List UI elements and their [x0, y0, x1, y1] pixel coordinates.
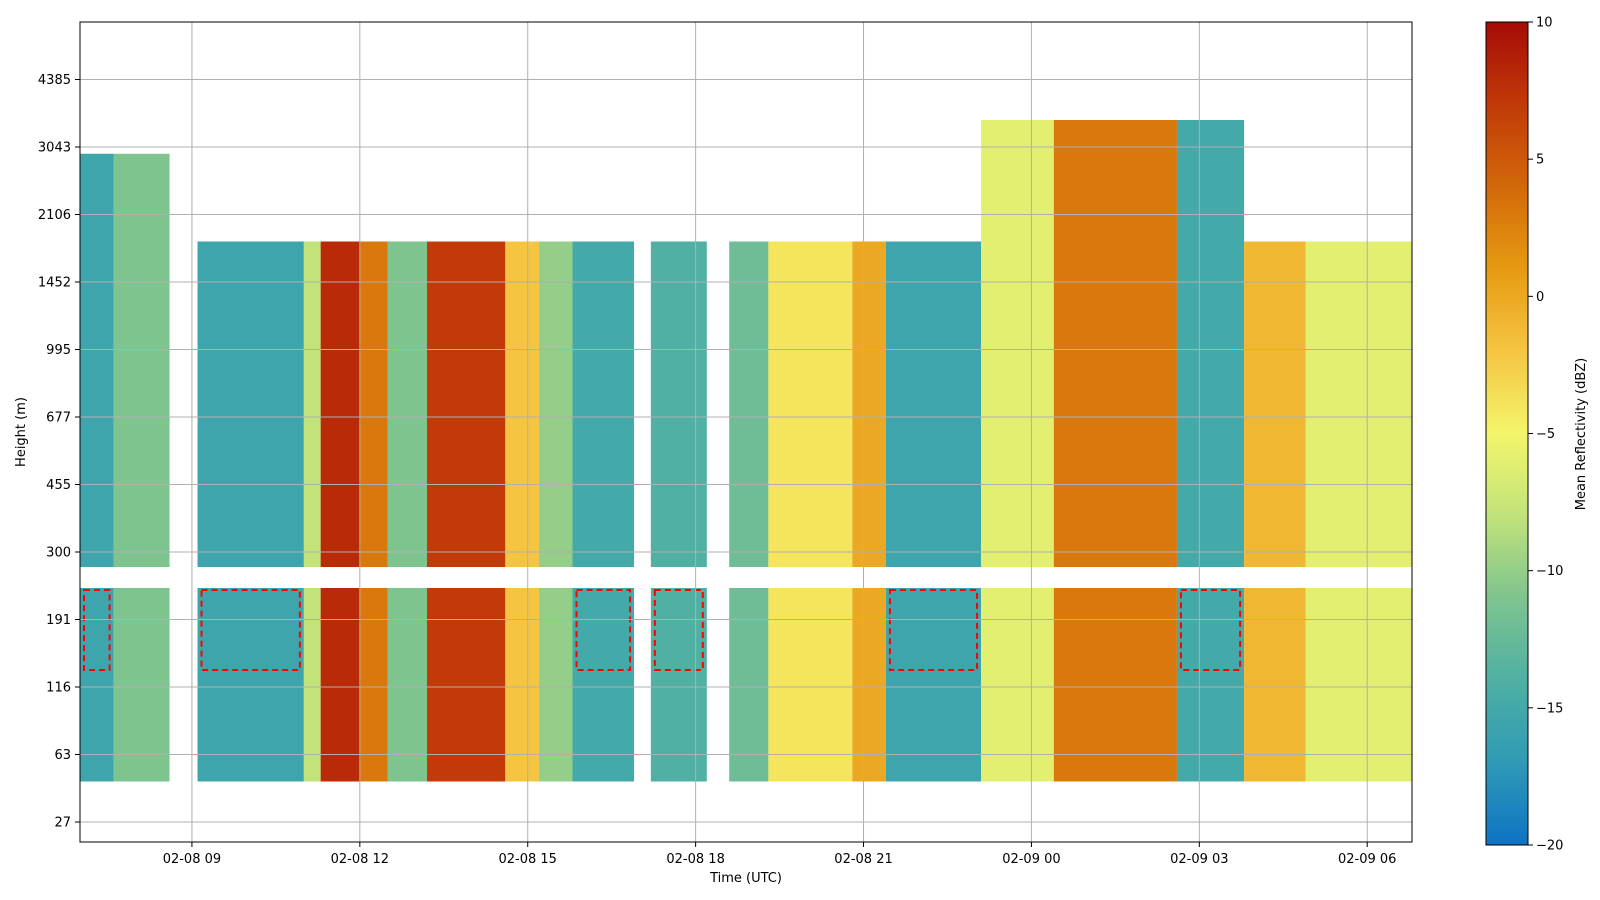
- reflectivity-column: [1176, 120, 1245, 782]
- x-tick-label: 02-08 18: [666, 852, 724, 867]
- y-tick-label: 27: [54, 816, 71, 831]
- contour-line: [888, 589, 979, 671]
- reflectivity-column: [852, 241, 886, 782]
- reflectivity-column: [197, 241, 304, 782]
- reflectivity-column: [650, 241, 707, 782]
- reflectivity-column: [113, 153, 170, 782]
- y-tick-label: 4385: [38, 73, 71, 88]
- y-tick-label: 677: [46, 411, 71, 426]
- reflectivity-column: [1053, 120, 1177, 782]
- colorbar-tick-label: −20: [1536, 839, 1563, 854]
- x-axis-label: Time (UTC): [709, 871, 782, 886]
- reflectivity-column: [426, 241, 506, 782]
- y-tick-label: 455: [46, 478, 71, 493]
- contour-line: [575, 589, 632, 671]
- x-tick-label: 02-08 12: [331, 852, 389, 867]
- reflectivity-column: [505, 241, 539, 782]
- y-tick-label: 1452: [38, 276, 71, 291]
- reflectivity-column: [359, 241, 388, 782]
- reflectivity-column: [981, 120, 1054, 782]
- colorbar-tick-label: −15: [1536, 701, 1563, 716]
- contour-line: [83, 589, 111, 671]
- y-tick-label: 995: [46, 343, 71, 358]
- reflectivity-column: [387, 241, 427, 782]
- contour-lines: [83, 589, 1242, 671]
- y-tick-label: 2106: [38, 208, 71, 223]
- y-axis-label: Height (m): [14, 397, 29, 467]
- reflectivity-column: [768, 241, 853, 782]
- colorbar-tick-label: 10: [1536, 16, 1553, 31]
- x-tick-label: 02-08 09: [163, 852, 221, 867]
- heatmap-plot-area: [80, 22, 1412, 842]
- colorbar-gradient: [1485, 21, 1529, 846]
- colorbar: 10 5 0 −5 −10 −15 −20 Mean Reflectivity (dBZ): [1485, 16, 1589, 854]
- grid-lines: [80, 22, 1412, 842]
- colorbar-tick-label: −5: [1536, 427, 1555, 442]
- colorbar-tick-label: 5: [1536, 153, 1544, 168]
- x-tick-label: 02-08 15: [499, 852, 557, 867]
- reflectivity-column: [885, 241, 982, 782]
- reflectivity-column: [1244, 241, 1306, 782]
- x-tick-label: 02-09 03: [1170, 852, 1228, 867]
- y-tick-label: 191: [46, 613, 71, 628]
- x-tick-label: 02-09 00: [1002, 852, 1060, 867]
- reflectivity-column: [729, 241, 769, 782]
- reflectivity-cells: [80, 120, 1412, 782]
- contour-line: [653, 589, 704, 671]
- colorbar-tick-label: −10: [1536, 564, 1563, 579]
- y-tick-label: 300: [46, 546, 71, 561]
- reflectivity-column: [538, 241, 573, 782]
- x-tick-label: 02-09 06: [1338, 852, 1396, 867]
- colorbar-tick-label: 0: [1536, 290, 1544, 305]
- y-tick-label: 3043: [38, 141, 71, 156]
- missing-data-band: [80, 567, 1412, 588]
- colorbar-ticks: 10 5 0 −5 −10 −15 −20: [1528, 16, 1563, 854]
- reflectivity-column: [1305, 241, 1412, 782]
- colorbar-label: Mean Reflectivity (dBZ): [1574, 358, 1589, 511]
- y-tick-label: 63: [54, 748, 71, 763]
- data-gaps: [80, 567, 1412, 588]
- reflectivity-column: [320, 241, 360, 782]
- reflectivity-column: [572, 241, 635, 782]
- x-axis-ticks: 02-08 09 02-08 12 02-08 15 02-08 18 02-08 21…: [163, 842, 1396, 867]
- reflectivity-column: [303, 241, 321, 782]
- x-tick-label: 02-08 21: [834, 852, 892, 867]
- y-axis-ticks: 27 63 116 191 300 455 677 995 1452 2106 3043 4385: [38, 73, 80, 831]
- y-tick-label: 116: [46, 681, 71, 696]
- reflectivity-column: [80, 153, 114, 782]
- plot-frame: [79, 21, 1413, 843]
